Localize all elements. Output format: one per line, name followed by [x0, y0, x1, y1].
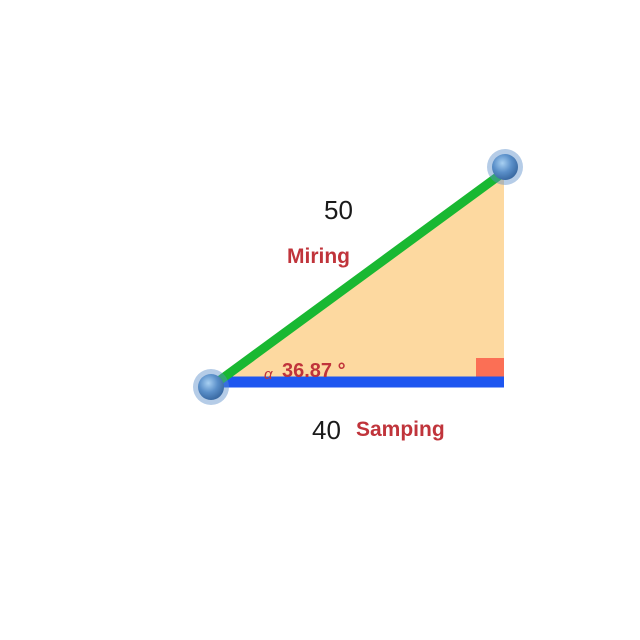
- hypotenuse-name: Miring: [287, 245, 350, 268]
- angle-symbol: α: [264, 366, 273, 383]
- vertex-handle-left[interactable]: [193, 369, 229, 405]
- angle-value: 36.87 °: [282, 360, 346, 382]
- hypotenuse-value: 50: [324, 195, 353, 225]
- hypotenuse-line: [207, 167, 509, 391]
- adjacent-name: Samping: [356, 418, 445, 441]
- vertex-handle-top[interactable]: [487, 149, 523, 185]
- adjacent-value: 40: [312, 415, 341, 445]
